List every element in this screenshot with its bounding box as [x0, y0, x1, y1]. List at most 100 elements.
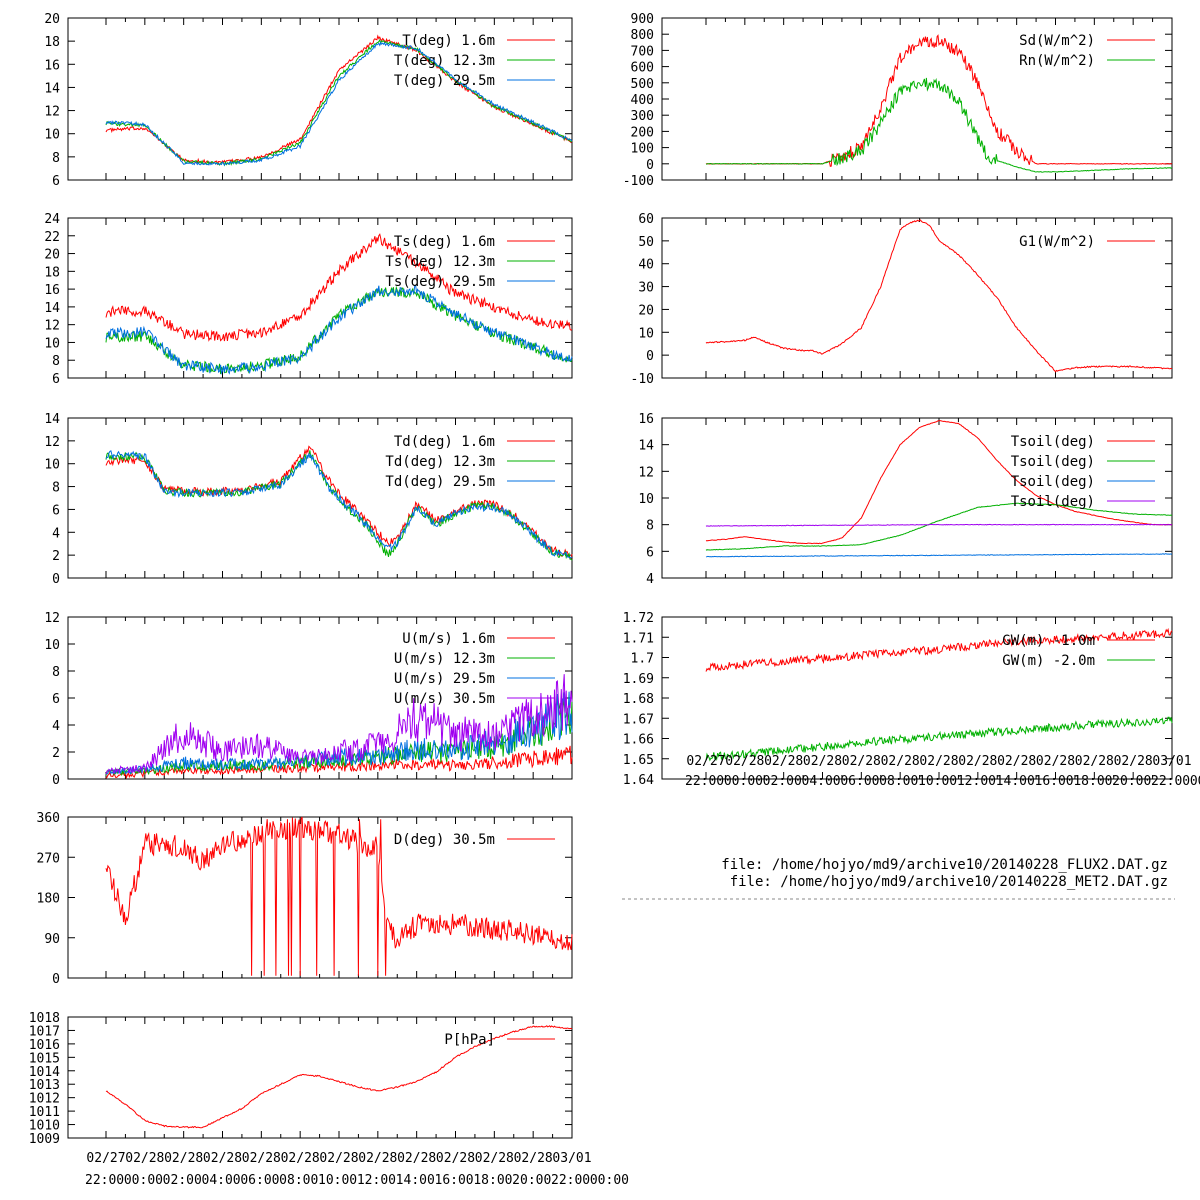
y-tick-label: 24: [44, 212, 60, 227]
right-x-axis-labels: 02/27 02/28 02/28 02/28 02/28 02/28 02/28 02/28…: [685, 754, 1200, 789]
plot-frame: [661, 17, 1173, 181]
y-tick-label: 0: [646, 349, 654, 364]
chart-tsoil: 4 6 8 10 12 14 16 Tsoil(deg) Tsoil(deg) Tsoil(deg…: [638, 412, 1173, 587]
legend-label: Ts(deg) 1.6m: [394, 234, 495, 250]
y-tick-label: 1013: [29, 1078, 60, 1093]
x-date-label: 02/28: [1036, 754, 1075, 769]
x-date-label: 02/28: [164, 1151, 203, 1166]
x-date-label: 02/28: [842, 754, 881, 769]
y-tick-label: 2: [52, 549, 60, 564]
y-tick-label: 200: [631, 125, 654, 140]
series-line: [105, 691, 573, 775]
x-date-label: 02/27: [86, 1151, 125, 1166]
y-tick-label: 0: [52, 773, 60, 788]
y-tick-label: 14: [44, 81, 60, 96]
x-time-label: 14:00: [996, 774, 1035, 789]
y-tick-label: 1.71: [623, 631, 654, 646]
x-date-label: 02/28: [881, 754, 920, 769]
plot-frame: [67, 417, 573, 579]
legend-label: U(m/s) 30.5m: [394, 691, 495, 707]
y-tick-label: 800: [631, 28, 654, 43]
y-tick-label: 60: [638, 212, 654, 227]
y-tick-label: 6: [52, 692, 60, 707]
y-tick-label: 10: [44, 458, 60, 473]
y-tick-label: 20: [44, 12, 60, 27]
legend-label: U(m/s) 29.5m: [394, 671, 495, 687]
y-tick-label: 12: [44, 611, 60, 626]
chart-wd: 0 90 180 270 360 D(deg) 30.5m: [37, 811, 573, 987]
y-tick-label: 8: [52, 481, 60, 496]
x-time-label: 22:00: [1151, 774, 1190, 789]
legend-label: Sd(W/m^2): [1019, 33, 1095, 49]
y-tick-label: 10: [44, 336, 60, 351]
y-tick-label: 1.64: [623, 773, 654, 788]
y-tick-label: 500: [631, 77, 654, 92]
x-time-label: 10:00: [918, 774, 957, 789]
x-time-label: 06:00: [240, 1173, 279, 1188]
x-time-label: 16:00: [435, 1173, 474, 1188]
y-tick-label: 12: [44, 105, 60, 120]
y-tick-label: 20: [638, 303, 654, 318]
y-tick-label: 1014: [29, 1065, 60, 1080]
y-tick-label: 14: [44, 412, 60, 427]
y-tick-label: 360: [37, 811, 60, 826]
chart-gw: 1.64 1.65 1.66 1.67 1.68 1.69 1.7 1.71 1.72 GW(m)…: [623, 611, 1173, 788]
x-time-label: 22:00: [685, 774, 724, 789]
y-tick-label: 0: [52, 572, 60, 587]
legend-label: T(deg) 12.3m: [394, 53, 495, 69]
x-date-label: 02/28: [242, 1151, 281, 1166]
x-date-label: 02/28: [203, 1151, 242, 1166]
y-tick-label: 4: [52, 719, 60, 734]
x-time-label: 22:00: [85, 1173, 124, 1188]
x-time-label: 04:00: [202, 1173, 241, 1188]
y-tick-label: 18: [44, 265, 60, 280]
x-date-label: 02/28: [958, 754, 997, 769]
y-tick-label: 6: [52, 503, 60, 518]
y-tick-label: 30: [638, 281, 654, 296]
y-tick-label: 1011: [29, 1105, 60, 1120]
y-tick-label: 14: [638, 439, 654, 454]
x-date-label: 02/28: [997, 754, 1036, 769]
chart-p: 1009101010111012101310141015101610171018…: [29, 1011, 573, 1147]
y-tick-label: 700: [631, 44, 654, 59]
x-time-label: 00:00: [1190, 774, 1200, 789]
x-date-label: 02/28: [764, 754, 803, 769]
series-line: [105, 816, 573, 976]
series-line: [105, 38, 573, 167]
x-time-label: 04:00: [802, 774, 841, 789]
y-tick-label: 8: [52, 665, 60, 680]
y-tick-label: 16: [44, 283, 60, 298]
x-date-label: 02/28: [475, 1151, 514, 1166]
x-date-label: 03/01: [1152, 754, 1191, 769]
y-tick-label: 2: [52, 746, 60, 761]
y-tick-label: 10: [44, 128, 60, 143]
y-tick-label: 12: [44, 319, 60, 334]
file-notes: file: /home/hojyo/md9/archive10/20140228…: [622, 857, 1175, 900]
legend-label: T(deg) 1.6m: [402, 33, 495, 49]
x-date-label: 02/28: [125, 1151, 164, 1166]
legend-label: Ts(deg) 29.5m: [385, 274, 495, 290]
series-line: [705, 553, 1173, 558]
x-date-label: 02/28: [436, 1151, 475, 1166]
y-tick-label: 6: [646, 545, 654, 560]
legend-label: Ts(deg) 12.3m: [385, 254, 495, 270]
legend-label: GW(m) -1.0m: [1002, 633, 1095, 649]
chart-u: 0 2 4 6 8 10 12 U(m/s) 1.6m U(m/s) 12.3m U(m/s) 2…: [44, 611, 573, 788]
y-tick-label: 400: [631, 93, 654, 108]
y-tick-label: 1015: [29, 1051, 60, 1066]
x-time-label: 00:00: [590, 1173, 629, 1188]
x-time-label: 18:00: [1073, 774, 1112, 789]
y-tick-label: 12: [44, 435, 60, 450]
y-tick-label: 0: [52, 972, 60, 987]
y-tick-label: 4: [646, 572, 654, 587]
series-line: [105, 41, 573, 167]
series-line: [105, 674, 573, 775]
y-tick-label: 1009: [29, 1132, 60, 1147]
chart-td: 0 2 4 6 8 10 12 14 Td(deg) 1.6m Td(deg) 12.3m Td(d…: [44, 412, 573, 587]
y-tick-label: 20: [44, 248, 60, 263]
y-tick-label: 90: [44, 932, 60, 947]
x-time-label: 00:00: [124, 1173, 163, 1188]
file-path-label: file: /home/hojyo/md9/archive10/20140228…: [730, 874, 1168, 890]
legend-label: U(m/s) 1.6m: [402, 631, 495, 647]
